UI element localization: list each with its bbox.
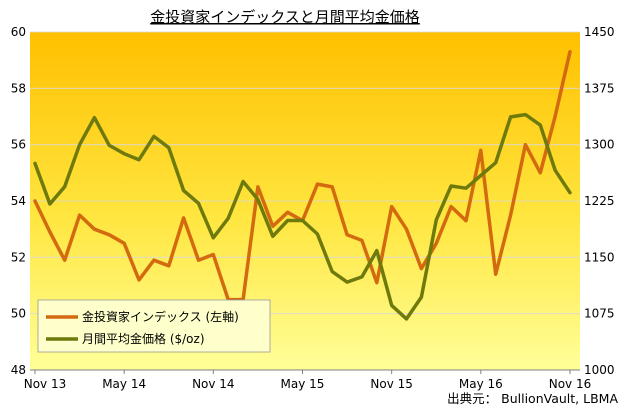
right-tick-label: 1075 [584, 307, 615, 321]
source-note: 出典元： BullionVault, LBMA [447, 391, 618, 406]
left-tick-label: 50 [11, 307, 26, 321]
x-tick-label: Nov 16 [549, 377, 592, 391]
legend-label-gold-investor-index: 金投資家インデックス (左軸) [82, 309, 239, 324]
legend-box [37, 299, 271, 353]
right-tick-label: 1450 [584, 25, 615, 39]
left-axis: 48 50 52 54 56 58 60 [11, 25, 26, 377]
right-tick-label: 1225 [584, 194, 615, 208]
series-line-gold-price [33, 112, 572, 321]
chart-title: 金投資家インデックスと月間平均金価格 [150, 8, 420, 26]
right-tick-label: 1000 [584, 363, 615, 377]
right-axis: 1000 1075 1150 1225 1300 1375 1450 [584, 25, 615, 377]
left-tick-label: 60 [11, 25, 26, 39]
left-tick-label: 52 [11, 250, 26, 264]
right-tick-label: 1300 [584, 138, 615, 152]
left-tick-label: 58 [11, 81, 26, 95]
x-tick-label: Nov 14 [192, 377, 235, 391]
x-tick-label: May 15 [281, 377, 325, 391]
legend: 金投資家インデックス (左軸) 月間平均金価格 ($/oz) [37, 299, 271, 353]
left-tick-label: 56 [11, 138, 26, 152]
x-tick-label: May 16 [459, 377, 503, 391]
x-tick-label: Nov 15 [370, 377, 413, 391]
x-tick-label: Nov 13 [24, 377, 67, 391]
legend-label-gold-price: 月間平均金価格 ($/oz) [82, 331, 205, 346]
x-axis: Nov 13 May 14 Nov 14 May 15 Nov 15 May 16 Nov … [24, 369, 592, 391]
right-tick-label: 1375 [584, 81, 615, 95]
right-tick-label: 1150 [584, 250, 615, 264]
left-tick-label: 54 [11, 194, 26, 208]
x-tick-label: May 14 [102, 377, 146, 391]
left-tick-label: 48 [11, 363, 26, 377]
series-lines [33, 49, 572, 321]
